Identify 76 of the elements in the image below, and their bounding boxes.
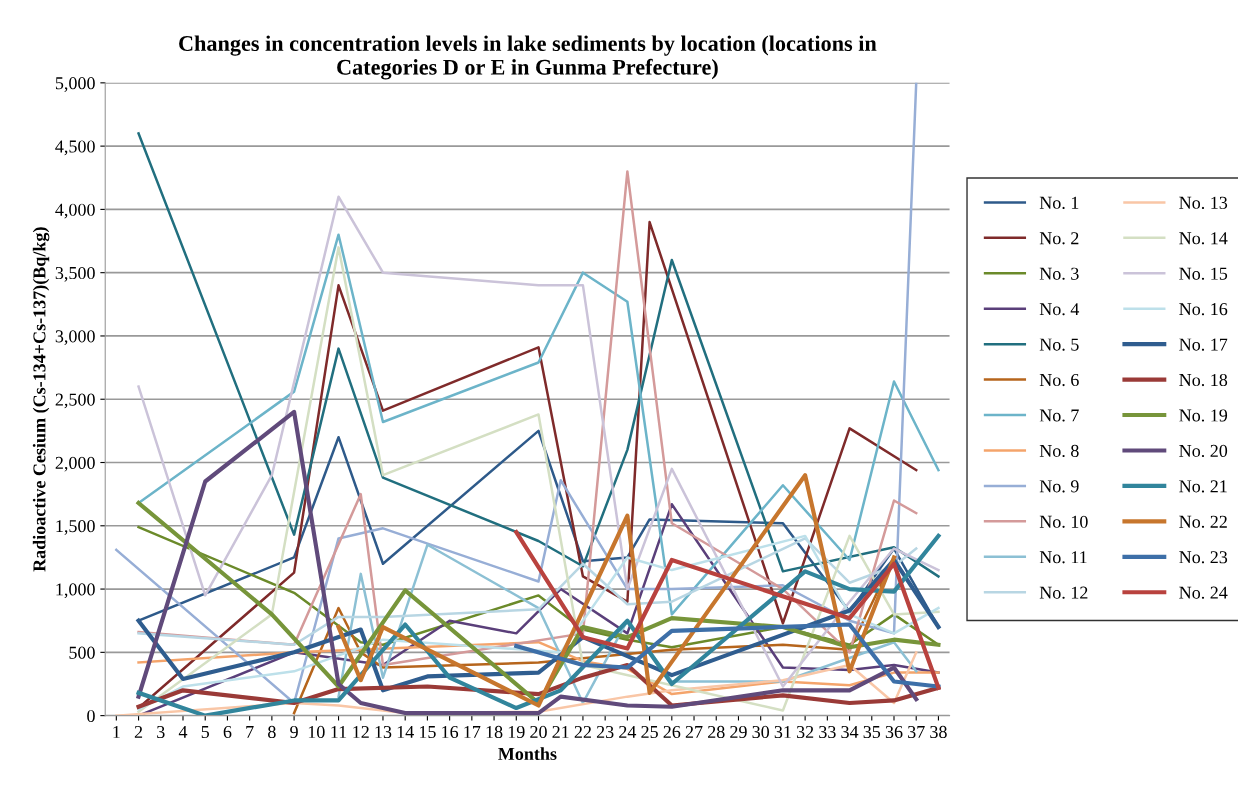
legend-label: No. 7 (1039, 409, 1079, 422)
x-tick-label: 26 (663, 725, 681, 739)
chart-title: Changes in concentration levels in lake sediments by location (locations in Categories D or E in Gunma Prefecture) (179, 35, 877, 80)
y-tick-label: 1,000 (56, 583, 95, 599)
x-tick-label: 33 (819, 725, 836, 739)
x-tick-label: 15 (419, 725, 436, 739)
legend-label: No. 13 (1179, 196, 1228, 209)
x-tick-label: 12 (353, 725, 369, 738)
x-tick-label: 37 (908, 725, 925, 739)
legend-label: No. 18 (1179, 373, 1228, 387)
legend-label: No. 1 (1039, 196, 1079, 209)
legend-label: No. 4 (1039, 303, 1080, 316)
legend-label: No. 6 (1039, 373, 1079, 387)
y-tick-label: 2,500 (55, 393, 95, 409)
legend-label: No. 8 (1039, 444, 1079, 458)
legend-label: No. 20 (1179, 444, 1228, 458)
x-tick-label: 3 (157, 725, 165, 739)
x-tick-label: 20 (530, 725, 547, 739)
y-tick-label: 3,500 (55, 266, 95, 282)
y-tick-label: 3,000 (55, 330, 95, 345)
y-tick-label: 4,000 (55, 203, 95, 219)
y-tick-label: 1,500 (56, 520, 95, 535)
x-tick-label: 8 (268, 725, 276, 739)
x-tick-label: 17 (464, 725, 481, 738)
legend-label: No. 23 (1179, 551, 1228, 564)
x-tick-label: 4 (178, 725, 188, 738)
x-tick-label: 22 (574, 725, 591, 738)
x-tick-label: 32 (796, 725, 814, 739)
x-tick-label: 19 (508, 725, 525, 739)
x-tick-label: 38 (930, 725, 947, 739)
legend-label: No. 22 (1179, 515, 1227, 528)
x-tick-label: 7 (246, 726, 254, 738)
x-axis-title: Months (498, 747, 557, 760)
legend-label: No. 21 (1179, 480, 1227, 493)
x-tick-label: 9 (290, 725, 298, 739)
x-tick-label: 35 (863, 725, 881, 739)
x-tick-label: 36 (885, 725, 903, 739)
x-tick-label: 27 (685, 725, 703, 738)
legend-label: No. 17 (1179, 338, 1228, 351)
legend-label: No. 5 (1039, 338, 1079, 351)
y-tick-label: 500 (69, 646, 95, 659)
y-axis-title: Radioactive Cesium (Cs-134+Cs-137)(Bq/kg) (32, 227, 50, 572)
x-tick-label: 11 (331, 725, 347, 738)
legend-label: No. 12 (1039, 586, 1088, 599)
x-tick-label: 13 (375, 725, 392, 739)
x-tick-label: 34 (841, 725, 859, 739)
x-tick-label: 28 (708, 725, 725, 739)
x-tick-label: 30 (752, 725, 770, 739)
legend-label: No. 24 (1179, 586, 1228, 599)
x-tick-label: 25 (641, 725, 658, 739)
x-tick-label: 24 (619, 725, 637, 738)
legend-label: No. 2 (1039, 232, 1079, 245)
legend-label: No. 3 (1039, 267, 1079, 280)
x-tick-label: 10 (308, 725, 325, 739)
legend-label: No. 15 (1179, 267, 1228, 280)
y-tick-label: 4,500 (55, 140, 95, 156)
y-tick-label: 5,000 (55, 77, 95, 92)
legend-label: No. 11 (1039, 551, 1087, 564)
x-tick-label: 14 (397, 725, 414, 738)
x-tick-label: 1 (113, 725, 120, 738)
x-tick-label: 18 (486, 725, 503, 739)
y-tick-label: 0 (87, 709, 95, 723)
legend-label: No. 10 (1039, 515, 1088, 528)
x-tick-label: 29 (730, 725, 747, 739)
legend-label: No. 16 (1179, 303, 1228, 316)
x-tick-label: 5 (201, 726, 210, 739)
x-tick-label: 2 (134, 725, 143, 738)
y-tick-label: 2,000 (55, 456, 95, 472)
x-tick-label: 21 (552, 725, 569, 738)
x-tick-label: 6 (223, 725, 232, 739)
x-tick-label: 16 (442, 725, 459, 739)
x-tick-label: 23 (596, 725, 614, 739)
legend-label: No. 14 (1179, 232, 1228, 245)
legend-label: No. 9 (1039, 480, 1079, 493)
x-tick-label: 31 (774, 725, 791, 739)
legend-label: No. 19 (1179, 409, 1228, 422)
